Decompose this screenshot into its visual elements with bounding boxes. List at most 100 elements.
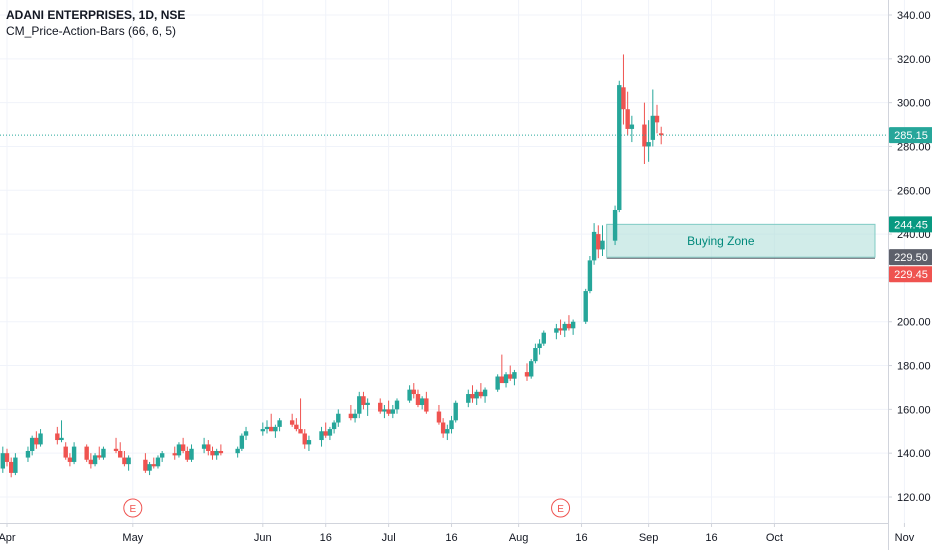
candle (101, 446, 106, 460)
candle (97, 446, 102, 460)
candle (38, 429, 43, 447)
x-axis[interactable]: Apr May Jun 16 Jul 16 Aug 16 Sep 16 Oct Nov (0, 523, 915, 544)
candle-body (118, 450, 123, 458)
y-axis[interactable]: 120.00140.00160.00180.00200.00220.00240.… (888, 0, 932, 550)
candle-body (147, 464, 152, 471)
candle-body (558, 328, 563, 331)
candle (558, 319, 563, 335)
candle-body (84, 446, 89, 460)
candle (206, 440, 211, 456)
candle (508, 365, 513, 381)
candle (348, 404, 354, 421)
candle-body (440, 422, 446, 434)
candle (268, 413, 274, 432)
candle (357, 391, 362, 419)
candle (218, 444, 224, 456)
candle-body (302, 433, 307, 445)
candle-body (289, 420, 295, 425)
candle (482, 387, 488, 403)
candle-body (294, 424, 299, 430)
candle-body (449, 420, 454, 430)
symbol-title[interactable]: ADANI ENTERPRISES, 1D, NSE (6, 8, 186, 22)
candle (34, 431, 39, 449)
y-tick-label: 180.00 (897, 361, 931, 373)
price-label-zone-mid: 229.50 (889, 249, 932, 266)
price-label-zone-bottom: 229.45 (889, 266, 932, 283)
candle (440, 418, 446, 438)
buying-zone: Buying Zone (606, 223, 876, 259)
candle-body (625, 109, 630, 129)
candle (294, 418, 299, 432)
candle-body (235, 448, 240, 454)
candles (0, 54, 664, 478)
candle-body (394, 400, 400, 410)
earnings-circle (551, 498, 571, 518)
candle-body (554, 328, 559, 333)
candle (449, 415, 454, 434)
grid (0, 0, 905, 523)
price-label-text: 244.45 (894, 219, 928, 231)
candle-body (0, 453, 6, 469)
candle-body (8, 461, 14, 473)
candle-body (185, 450, 190, 460)
candle (394, 398, 400, 414)
candle-body (88, 459, 94, 465)
y-tick-label: 340.00 (897, 10, 931, 22)
zone-label: Buying Zone (687, 234, 755, 248)
candle (151, 457, 156, 469)
candle (159, 450, 165, 462)
candle-body (445, 429, 450, 434)
candle (587, 256, 593, 294)
candle (499, 354, 505, 384)
x-tick-label: 16 (705, 532, 717, 544)
candle-body (453, 402, 458, 421)
candle-body (541, 332, 546, 344)
indicator-label[interactable]: CM_Price-Action-Bars (66, 6, 5) (6, 24, 177, 38)
candle-body (654, 115, 660, 123)
candle (533, 343, 538, 364)
x-tick-label: 16 (445, 532, 457, 544)
candle-body (277, 420, 282, 427)
candle (176, 442, 182, 458)
y-tick-label: 260.00 (897, 185, 931, 197)
x-tick-label: May (122, 532, 143, 544)
candle-body (306, 440, 312, 445)
candle-body (101, 448, 106, 458)
candle (306, 435, 312, 451)
candle (424, 391, 429, 414)
candle-body (214, 450, 219, 456)
x-tick-label: Nov (895, 532, 915, 544)
candle-body (206, 444, 211, 451)
candle-body (386, 409, 391, 414)
candle (210, 446, 215, 460)
candle (0, 446, 6, 473)
candle-body (365, 402, 370, 405)
y-tick-label: 300.00 (897, 98, 931, 110)
candle (277, 418, 282, 432)
candle (596, 225, 601, 259)
candle (659, 126, 664, 145)
candle (382, 404, 387, 419)
y-tick-label: 120.00 (897, 492, 931, 504)
candle (470, 385, 475, 403)
candle (562, 321, 567, 338)
candle (512, 369, 517, 386)
candle-body (424, 398, 429, 412)
candle (365, 398, 370, 416)
candle (407, 385, 412, 403)
candle-body (55, 433, 60, 441)
candle (289, 413, 295, 427)
candle (201, 437, 207, 454)
candle (629, 115, 635, 143)
candle (537, 339, 542, 355)
candle (612, 205, 618, 246)
candle (319, 426, 324, 447)
candle-body (482, 389, 488, 397)
candle-body (25, 450, 31, 458)
candle (147, 461, 152, 476)
candle (264, 420, 270, 434)
candle-body (155, 457, 161, 467)
candle (327, 426, 333, 441)
candle (126, 455, 131, 471)
